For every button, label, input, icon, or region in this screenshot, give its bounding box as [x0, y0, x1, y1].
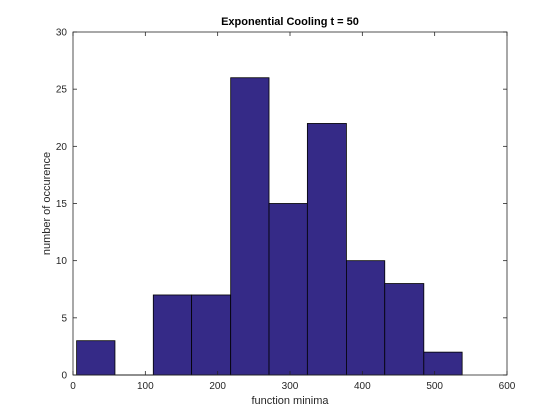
histogram-bar-3 — [191, 294, 232, 376]
histogram-bar-4 — [230, 77, 270, 376]
x-tick-label-500: 500 — [426, 381, 443, 392]
x-tick-label-300: 300 — [282, 381, 299, 392]
y-tick-label-10: 10 — [56, 256, 68, 267]
histogram-bar-2 — [152, 294, 193, 376]
y-tick-label-0: 0 — [61, 371, 67, 382]
y-axis-label: number of occurence — [41, 152, 53, 255]
x-tick-label-200: 200 — [209, 381, 226, 392]
y-tick-label-30: 30 — [56, 28, 68, 39]
chart-title: Exponential Cooling t = 50 — [221, 16, 359, 28]
x-tick-label-600: 600 — [499, 381, 516, 392]
plot-frame — [72, 31, 508, 376]
histogram-bar-6 — [306, 123, 347, 376]
y-tick-label-15: 15 — [56, 199, 68, 210]
x-tick-label-400: 400 — [354, 381, 371, 392]
histogram-bar-7 — [346, 260, 386, 376]
x-tick-label-0: 0 — [70, 381, 76, 392]
axis-ticks: 0 100 200 300 400 500 600 0 5 10 15 20 25 30 — [56, 28, 516, 393]
histogram-bar-8 — [384, 283, 425, 376]
histogram-bar-9 — [423, 351, 463, 376]
x-axis-label: function minima — [251, 395, 329, 407]
y-tick-label-5: 5 — [61, 313, 67, 324]
histogram-bar-0 — [76, 340, 116, 376]
histogram-bars — [76, 77, 463, 376]
y-tick-label-20: 20 — [56, 142, 68, 153]
histogram-bar-5 — [268, 203, 308, 376]
y-tick-label-25: 25 — [56, 85, 68, 96]
x-tick-label-100: 100 — [137, 381, 154, 392]
